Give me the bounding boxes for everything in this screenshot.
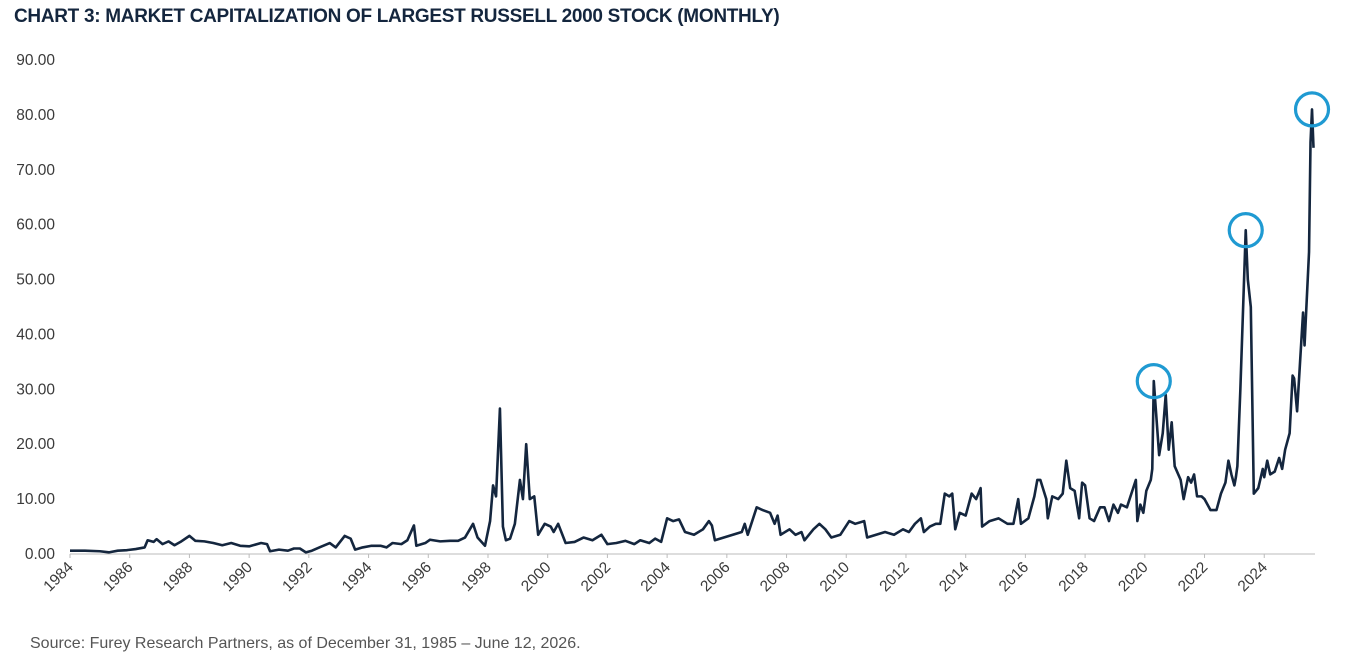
y-tick-label: 30.00 bbox=[16, 381, 55, 398]
x-tick-label: 1994 bbox=[339, 559, 376, 596]
x-tick-label: 2014 bbox=[936, 559, 973, 596]
y-tick-label: 10.00 bbox=[16, 491, 55, 508]
x-tick-label: 2004 bbox=[638, 559, 675, 596]
peak-highlight bbox=[1293, 91, 1331, 128]
y-tick-label: 20.00 bbox=[16, 436, 55, 453]
x-tick-label: 2006 bbox=[697, 559, 733, 595]
x-tick-label: 2024 bbox=[1235, 559, 1272, 596]
peak-highlight bbox=[1135, 363, 1172, 400]
x-tick-label: 2000 bbox=[518, 559, 555, 596]
y-tick-label: 60.00 bbox=[16, 217, 55, 234]
x-tick-label: 2008 bbox=[757, 559, 793, 595]
x-tick-label: 1998 bbox=[458, 559, 494, 595]
x-tick-label: 2018 bbox=[1056, 559, 1092, 595]
x-tick-label: 1988 bbox=[160, 559, 196, 595]
y-tick-label: 70.00 bbox=[16, 162, 55, 179]
y-tick-label: 0.00 bbox=[25, 546, 56, 563]
source-note: Source: Furey Research Partners, as of D… bbox=[30, 635, 581, 652]
x-tick-label: 2012 bbox=[876, 559, 912, 595]
x-tick-label: 1990 bbox=[220, 559, 257, 596]
x-tick-label: 2022 bbox=[1175, 559, 1211, 595]
x-tick-label: 1986 bbox=[100, 559, 136, 595]
x-tick-label: 1996 bbox=[399, 559, 435, 595]
data-line bbox=[70, 108, 1315, 554]
chart-title: CHART 3: MARKET CAPITALIZATION OF LARGES… bbox=[14, 6, 779, 27]
peak-highlight bbox=[1227, 212, 1264, 249]
y-tick-label: 80.00 bbox=[16, 107, 55, 124]
x-tick-label: 2010 bbox=[817, 559, 854, 596]
x-tick-label: 2020 bbox=[1115, 559, 1152, 596]
y-tick-label: 90.00 bbox=[16, 52, 55, 69]
y-tick-label: 40.00 bbox=[16, 326, 55, 343]
x-tick-label: 1992 bbox=[279, 559, 315, 595]
x-tick-label: 1984 bbox=[40, 559, 77, 596]
x-tick-label: 2016 bbox=[996, 559, 1032, 595]
y-tick-label: 50.00 bbox=[16, 272, 55, 289]
x-tick-label: 2002 bbox=[578, 559, 614, 595]
